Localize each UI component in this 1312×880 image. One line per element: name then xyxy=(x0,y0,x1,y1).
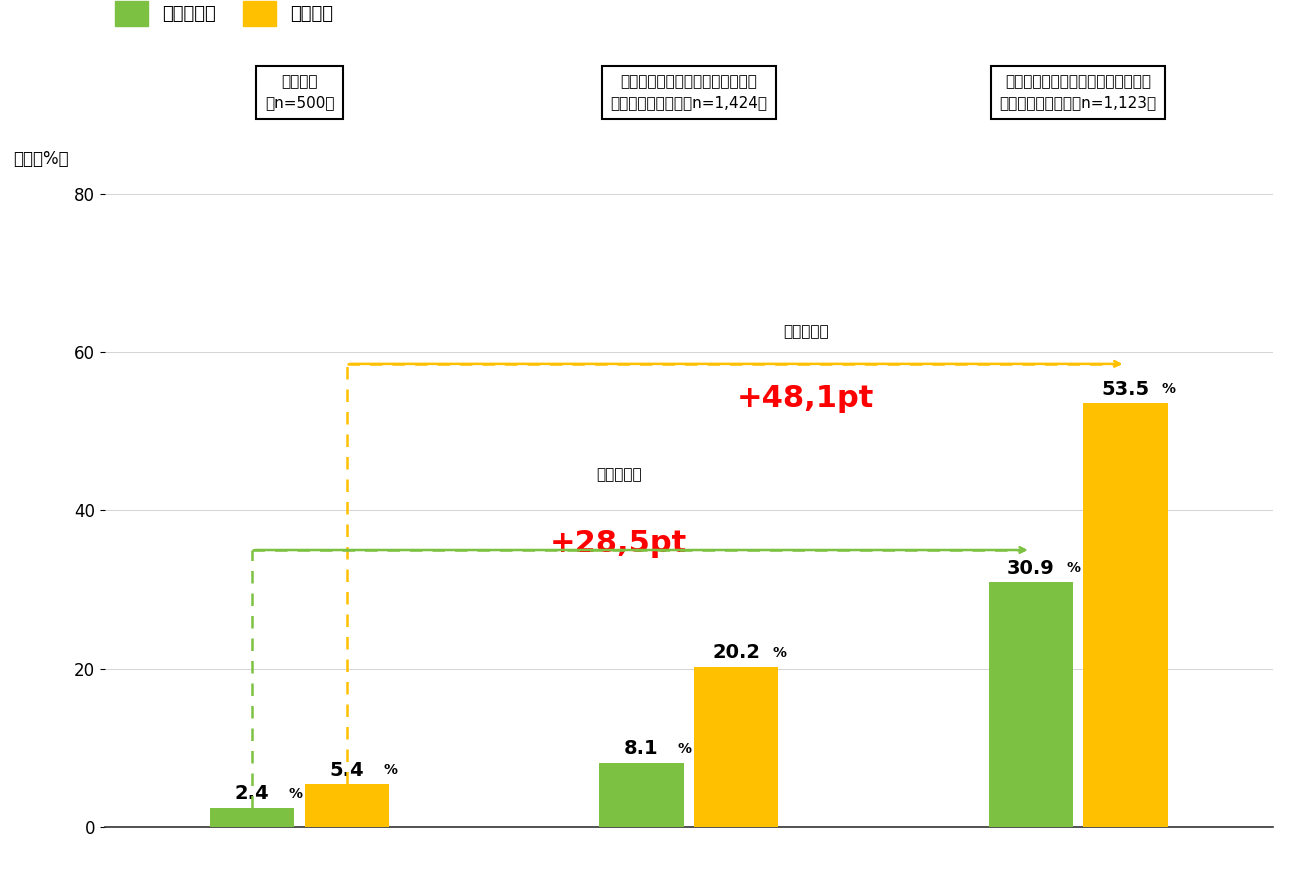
Text: 8.1: 8.1 xyxy=(625,739,659,759)
Text: ホークスのスポンサーと知らない
ファンクラブ会員（n=1,424）: ホークスのスポンサーと知らない ファンクラブ会員（n=1,424） xyxy=(610,74,768,110)
Text: %: % xyxy=(1161,382,1176,396)
Text: 2.4: 2.4 xyxy=(235,784,269,803)
Text: %: % xyxy=(678,742,691,756)
Text: %: % xyxy=(1067,561,1081,576)
Bar xyxy=(1084,403,1168,827)
Text: 全国一般比: 全国一般比 xyxy=(596,467,642,482)
Text: 5.4: 5.4 xyxy=(329,760,365,780)
Text: %: % xyxy=(773,646,786,660)
Legend: 企業好意度, 事業認知: 企業好意度, 事業認知 xyxy=(108,0,340,33)
Text: +28,5pt: +28,5pt xyxy=(550,530,687,559)
Text: 30.9: 30.9 xyxy=(1006,559,1055,577)
Text: 20.2: 20.2 xyxy=(712,643,760,663)
Text: 全国一般比: 全国一般比 xyxy=(783,325,828,340)
Bar xyxy=(600,763,684,827)
Bar xyxy=(304,784,390,827)
Bar xyxy=(988,583,1073,827)
Text: 全国一般
（n=500）: 全国一般 （n=500） xyxy=(265,74,335,110)
Bar xyxy=(694,667,778,827)
Bar xyxy=(210,808,294,827)
Text: ホークスのスポンサーと知っている
ファンクラブ会員（n=1,123）: ホークスのスポンサーと知っている ファンクラブ会員（n=1,123） xyxy=(1000,74,1157,110)
Text: %: % xyxy=(289,787,303,801)
Text: +48,1pt: +48,1pt xyxy=(737,384,874,413)
Text: %: % xyxy=(383,763,398,777)
Text: 53.5: 53.5 xyxy=(1101,380,1149,399)
Y-axis label: 割合（%）: 割合（%） xyxy=(13,150,68,168)
